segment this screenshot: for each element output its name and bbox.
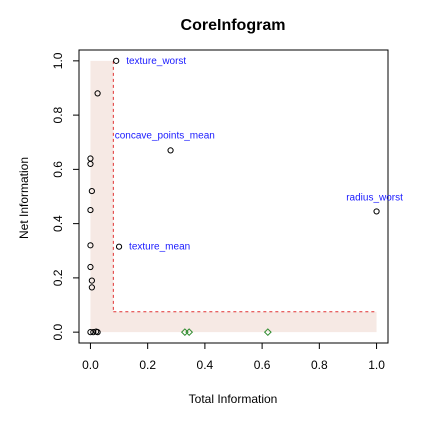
data-point <box>87 263 94 271</box>
shaded-region <box>90 60 377 333</box>
point-annotation: concave_points_mean <box>115 130 215 141</box>
data-point <box>94 90 101 97</box>
plot-frame <box>78 49 389 344</box>
data-point <box>87 160 94 168</box>
x-tick-label: 1.0 <box>368 358 385 372</box>
point-annotation: texture_worst <box>126 56 186 67</box>
data-point <box>90 329 97 336</box>
y-tick-label: 0.2 <box>51 269 65 286</box>
data-point <box>94 329 101 336</box>
data-point <box>87 206 94 214</box>
data-point <box>167 147 174 154</box>
y-tick-label: 0.4 <box>51 215 65 232</box>
y-tick-label: 1.0 <box>51 52 65 69</box>
x-tick-label: 0.4 <box>197 358 214 372</box>
x-tick-label: 0.6 <box>254 358 271 372</box>
x-tick-label: 0.8 <box>311 358 328 372</box>
y-tick-label: 0.0 <box>51 323 65 340</box>
plot-area: 0.0 0.2 0.4 0.6 0.8 1.0 0.0 0.2 0.4 0.6 0.8 1.0 text… <box>51 49 403 372</box>
y-tick-label: 0.6 <box>51 161 65 178</box>
data-point <box>88 187 95 195</box>
data-point <box>87 242 94 249</box>
data-point <box>88 284 95 291</box>
point-annotation: radius_worst <box>346 192 403 203</box>
data-point <box>113 57 120 64</box>
data-point <box>87 329 94 336</box>
data-point-other <box>263 328 272 337</box>
data-point <box>115 243 123 250</box>
y-tick-label: 0.8 <box>51 106 65 123</box>
x-tick-label: 0.0 <box>82 358 99 372</box>
x-axis-label: Total Information <box>189 392 278 406</box>
x-tick-label: 0.2 <box>139 358 156 372</box>
data-point-other <box>185 328 194 337</box>
data-point <box>88 277 95 284</box>
point-annotation: texture_mean <box>129 242 190 253</box>
chart-title: CoreInfogram <box>181 17 286 34</box>
y-axis-label: Net Information <box>17 157 31 239</box>
data-point <box>373 208 380 215</box>
